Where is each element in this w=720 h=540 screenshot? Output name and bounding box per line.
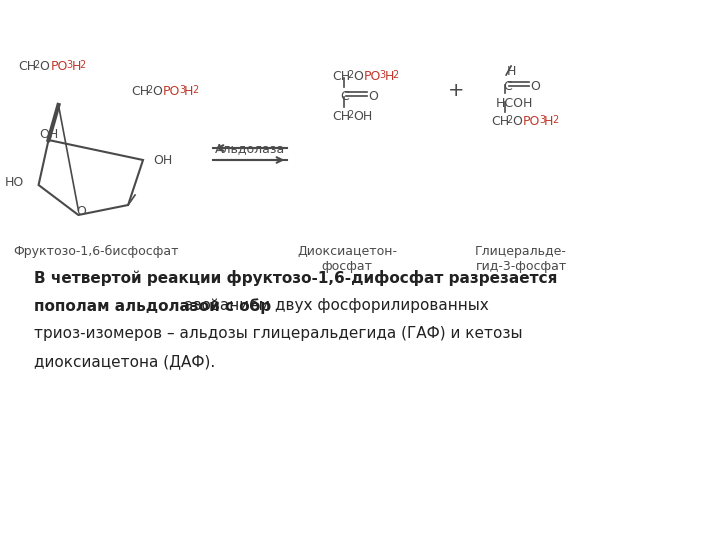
Text: триоз-изомеров – альдозы глицеральдегида (ГАФ) и кетозы: триоз-изомеров – альдозы глицеральдегида…: [34, 326, 522, 341]
Text: H: H: [544, 115, 553, 128]
Text: C: C: [503, 80, 512, 93]
Text: 2: 2: [34, 60, 40, 70]
Text: азованием двух фосфорилированных: азованием двух фосфорилированных: [184, 298, 489, 313]
Text: диоксиацетона (ДАФ).: диоксиацетона (ДАФ).: [34, 354, 215, 369]
Text: H: H: [384, 70, 394, 83]
Text: PO: PO: [50, 60, 68, 73]
Text: 2: 2: [552, 115, 558, 125]
Text: O: O: [40, 60, 50, 73]
Text: H: H: [71, 60, 81, 73]
Text: O: O: [368, 90, 378, 103]
Text: C: C: [340, 90, 348, 103]
Text: O: O: [530, 80, 540, 93]
Text: Фруктозо-1,6-бисфосфат: Фруктозо-1,6-бисфосфат: [14, 245, 179, 258]
Text: H: H: [506, 65, 516, 78]
Text: +: +: [448, 80, 464, 99]
Text: CH: CH: [332, 110, 350, 123]
Text: 2: 2: [506, 115, 513, 125]
Text: Глицеральде-
гид-3-фосфат: Глицеральде- гид-3-фосфат: [475, 245, 567, 273]
Text: PO: PO: [364, 70, 381, 83]
Text: PO: PO: [523, 115, 541, 128]
Text: HCOH: HCOH: [496, 97, 534, 110]
Text: Альдолаза: Альдолаза: [215, 142, 286, 155]
Text: CH: CH: [19, 60, 37, 73]
Text: 2: 2: [192, 85, 198, 95]
Text: O: O: [512, 115, 522, 128]
Text: PO: PO: [163, 85, 180, 98]
Text: O: O: [152, 85, 162, 98]
Text: 3: 3: [179, 85, 185, 95]
Text: 2: 2: [347, 70, 354, 80]
Text: H: H: [184, 85, 193, 98]
Text: 2: 2: [347, 110, 354, 120]
Text: CH: CH: [131, 85, 149, 98]
Text: В четвертой реакции фруктозо-1,6-дифосфат разрезается: В четвертой реакции фруктозо-1,6-дифосфа…: [34, 270, 557, 286]
Text: OH: OH: [153, 153, 172, 166]
Text: OH: OH: [353, 110, 372, 123]
Text: Диоксиацетон-
фосфат: Диоксиацетон- фосфат: [297, 245, 397, 273]
Text: O: O: [353, 70, 363, 83]
Text: 2: 2: [79, 60, 86, 70]
Text: 3: 3: [539, 115, 545, 125]
Text: CH: CH: [491, 115, 509, 128]
Text: пополам альдолазой с обр: пополам альдолазой с обр: [34, 298, 271, 314]
Text: 3: 3: [66, 60, 73, 70]
Text: 3: 3: [379, 70, 386, 80]
Text: HO: HO: [4, 176, 24, 188]
Text: OH: OH: [39, 128, 58, 141]
Text: O: O: [76, 205, 86, 218]
Text: 2: 2: [392, 70, 399, 80]
Text: CH: CH: [332, 70, 350, 83]
Text: 2: 2: [146, 85, 152, 95]
